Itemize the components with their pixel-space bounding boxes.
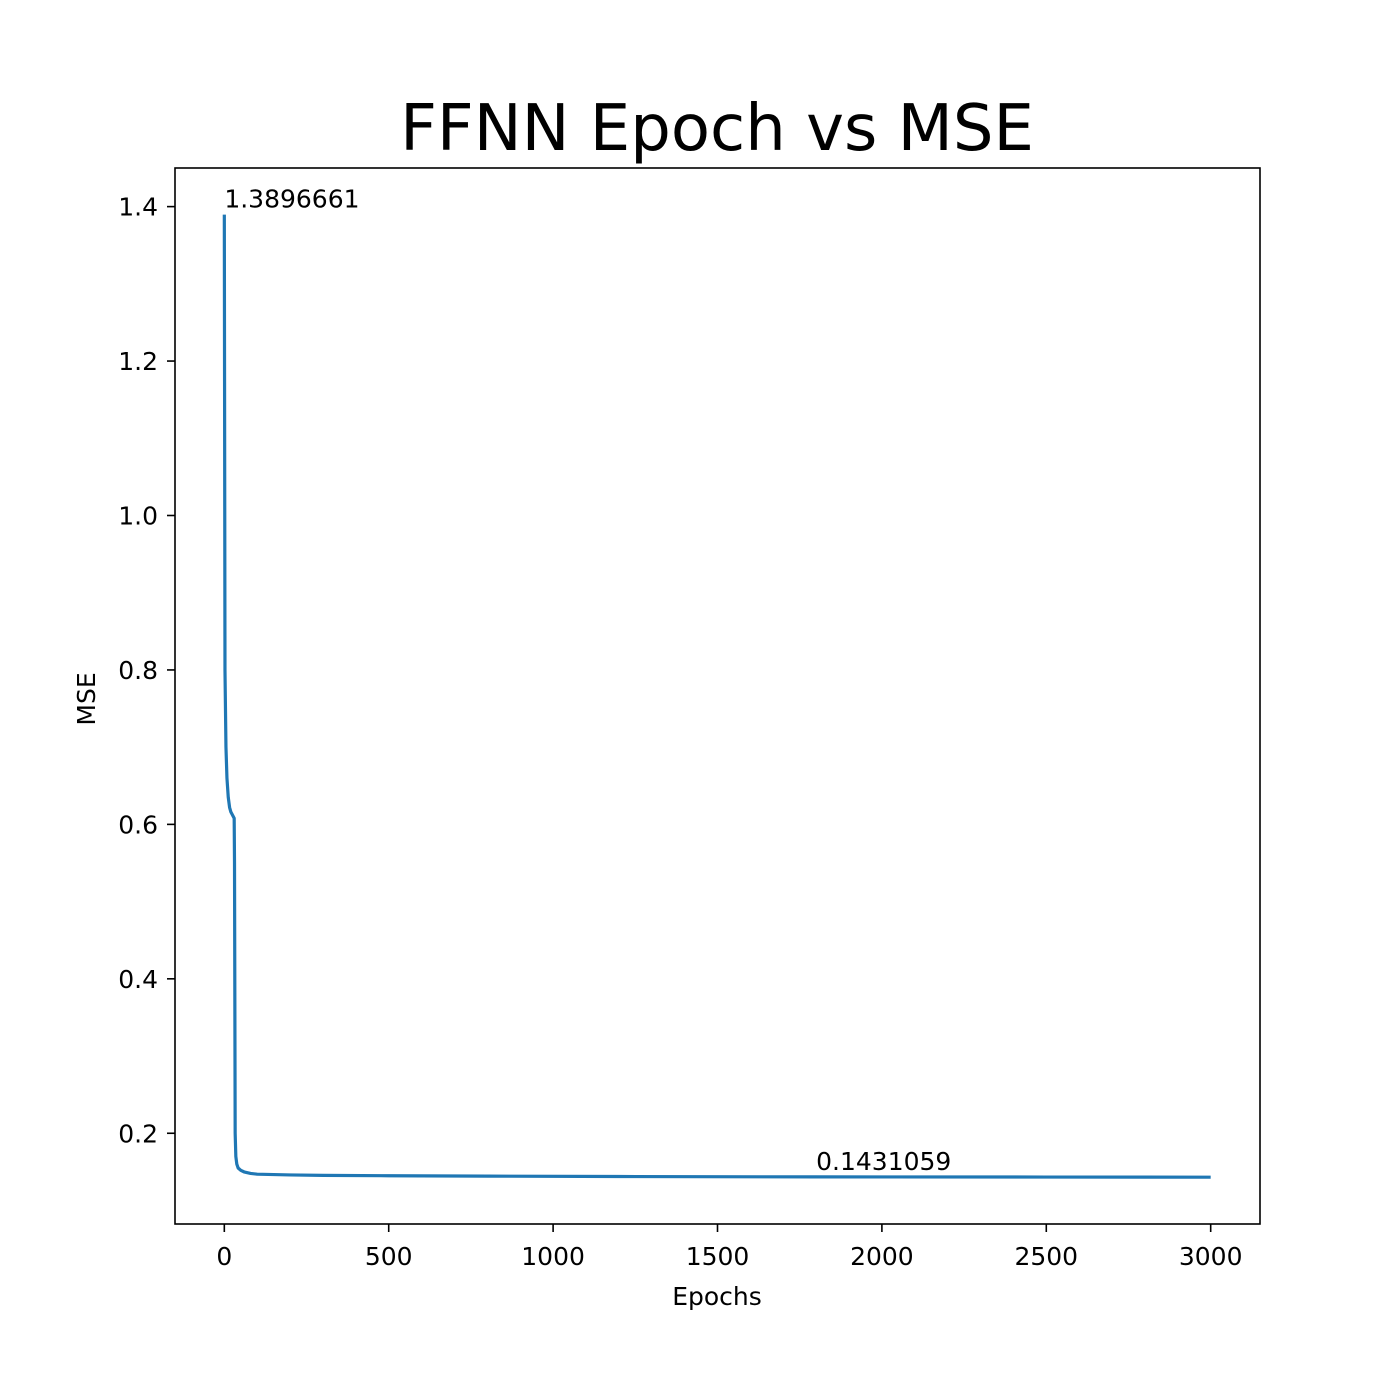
y-tick-label: 0.4 — [118, 965, 158, 994]
y-tick-label: 0.6 — [118, 810, 158, 839]
y-tick-label: 0.2 — [118, 1119, 158, 1148]
x-tick-label: 2000 — [850, 1242, 914, 1271]
series-line — [222, 214, 1211, 1179]
x-tick-label: 2500 — [1014, 1242, 1078, 1271]
x-tick-label: 0 — [216, 1242, 232, 1271]
chart-title: FFNN Epoch vs MSE — [400, 92, 1034, 166]
x-tick-label: 1000 — [521, 1242, 585, 1271]
y-tick-label: 1.4 — [118, 193, 158, 222]
y-tick-label: 1.2 — [118, 347, 158, 376]
y-axis-label: MSE — [72, 672, 101, 725]
y-tick-label: 0.8 — [118, 656, 158, 685]
axes-frame — [174, 167, 1261, 1225]
x-tick-label: 500 — [365, 1242, 413, 1271]
x-axis-label: Epochs — [672, 1282, 762, 1311]
x-tick-label: 3000 — [1179, 1242, 1243, 1271]
y-tick-label: 1.0 — [118, 501, 158, 530]
data-annotation: 1.3896661 — [224, 185, 359, 214]
data-annotation: 0.1431059 — [816, 1147, 951, 1176]
plot-area: 0 500 1000 1500 2000 2500 3000 0.2 0.4 0.6 0.8 1.0 1… — [118, 185, 1242, 1271]
x-tick-label: 1500 — [686, 1242, 750, 1271]
